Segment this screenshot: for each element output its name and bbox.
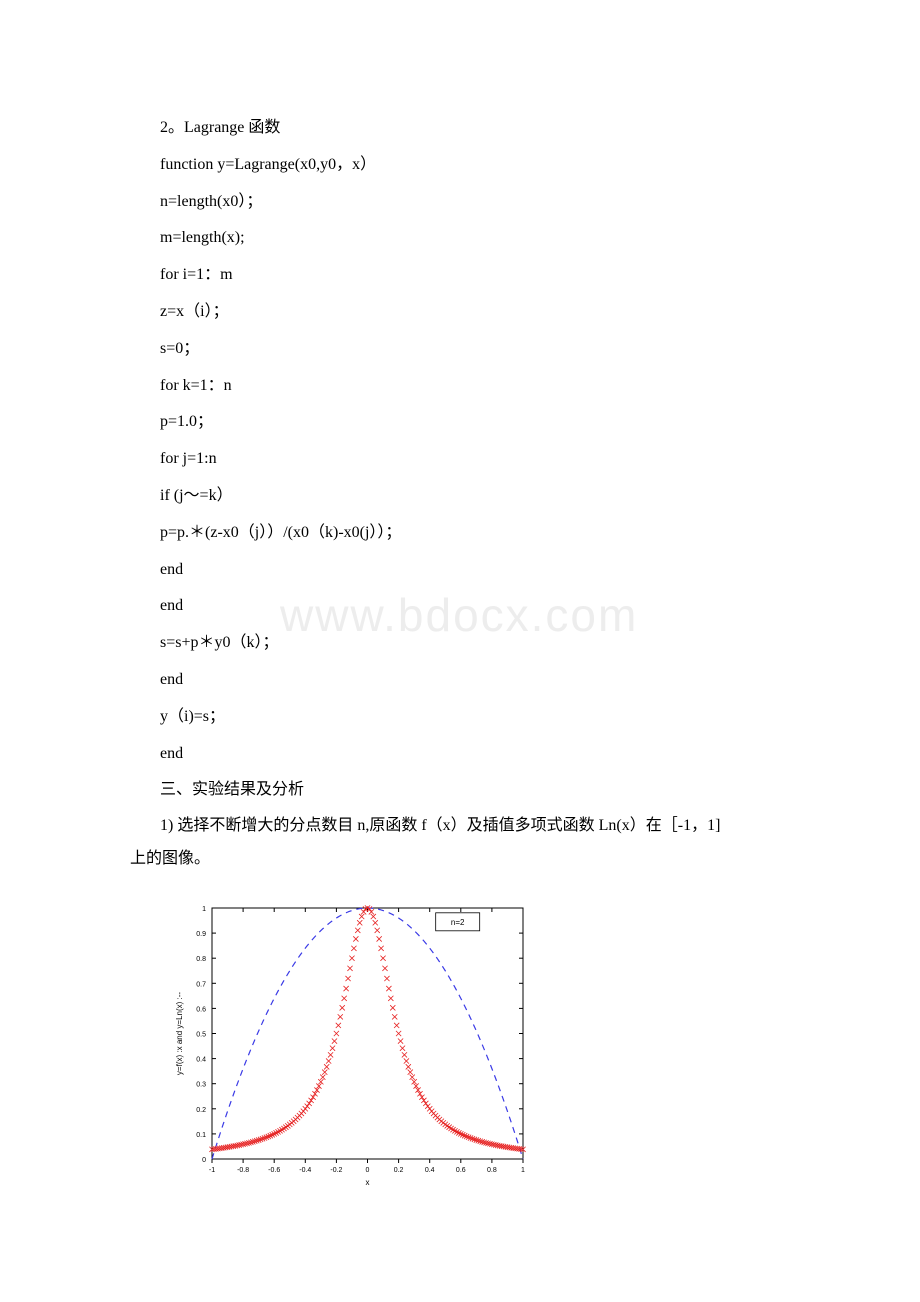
svg-text:0.5: 0.5 [196,1031,206,1038]
svg-text:0.6: 0.6 [456,1167,466,1174]
svg-text:0.8: 0.8 [196,956,206,963]
code-line-16: end [130,662,790,699]
code-line-15: s=s+p＊y0（k）； [130,625,790,662]
svg-text:-0.8: -0.8 [237,1167,249,1174]
svg-text:-0.4: -0.4 [299,1167,311,1174]
page-content: 2。Lagrange 函数 function y=Lagrange(x0,y0，… [130,110,790,1196]
code-line-18: end [130,736,790,773]
code-line-03: n=length(x0）； [130,184,790,221]
code-line-11: if (j～=k） [130,478,790,515]
svg-text:0.4: 0.4 [196,1057,206,1064]
svg-text:0.1: 0.1 [196,1132,206,1139]
svg-text:-0.6: -0.6 [268,1167,280,1174]
svg-text:0.7: 0.7 [196,981,206,988]
code-line-13: end [130,552,790,589]
svg-text:0: 0 [366,1167,370,1174]
svg-text:0.8: 0.8 [487,1167,497,1174]
svg-text:0.3: 0.3 [196,1082,206,1089]
section-3-heading: 三、实验结果及分析 [130,772,790,809]
result-chart: -1 -0.8 -0.6 -0.4 -0.2 0 0.2 0.4 0.6 0.8 1 0 0.1 0.2 0… [170,896,535,1191]
svg-text:1: 1 [202,906,206,913]
code-line-17: y（i)=s； [130,699,790,736]
svg-text:0.9: 0.9 [196,931,206,938]
code-line-07: s=0； [130,331,790,368]
code-line-12: p=p.＊(z-x0（j））/(x0（k)-x0(j））； [130,515,790,552]
svg-text:1: 1 [521,1167,525,1174]
svg-text:y=f(x) :x and y=Ln(x) :--: y=f(x) :x and y=Ln(x) :-- [175,992,184,1075]
code-line-01: 2。Lagrange 函数 [130,110,790,147]
code-line-10: for j=1:n [130,441,790,478]
svg-text:0.2: 0.2 [196,1107,206,1114]
svg-text:0.4: 0.4 [425,1167,435,1174]
svg-text:0.2: 0.2 [394,1167,404,1174]
code-line-08: for k=1：n [130,368,790,405]
code-line-04: m=length(x); [130,220,790,257]
para-1-line-a: 1) 选择不断增大的分点数目 n,原函数 f（x）及插值多项式函数 Ln(x）在… [130,811,790,841]
svg-text:x: x [366,1178,370,1187]
code-line-06: z=x（i）； [130,294,790,331]
svg-text:n=2: n=2 [451,918,465,927]
svg-text:0.6: 0.6 [196,1006,206,1013]
code-line-09: p=1.0； [130,404,790,441]
svg-text:-0.2: -0.2 [330,1167,342,1174]
code-line-14: end [130,588,790,625]
code-line-02: function y=Lagrange(x0,y0，x） [130,147,790,184]
para-1-line-b: 上的图像。 [130,844,790,874]
svg-text:-1: -1 [209,1167,215,1174]
code-line-05: for i=1：m [130,257,790,294]
chart-container: -1 -0.8 -0.6 -0.4 -0.2 0 0.2 0.4 0.6 0.8 1 0 0.1 0.2 0… [170,896,790,1196]
svg-text:0: 0 [202,1157,206,1164]
